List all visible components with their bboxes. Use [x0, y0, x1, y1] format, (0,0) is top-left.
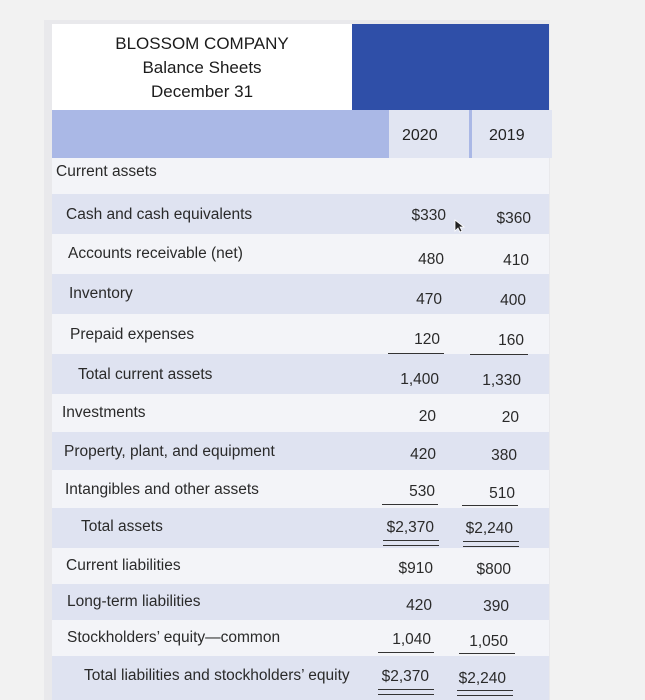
subtotal-underline: [459, 653, 515, 654]
value-2019: 510: [489, 485, 515, 502]
row-label-long-term-liabilities: Long-term liabilities: [67, 593, 201, 610]
value-2020: $910: [398, 560, 433, 577]
row-bg: [52, 354, 549, 394]
value-2019: $2,240: [465, 520, 513, 537]
total-double-underline: [383, 540, 439, 546]
title-block: BLOSSOM COMPANY Balance Sheets December …: [52, 24, 352, 110]
row-label-prepaid-expenses: Prepaid expenses: [70, 326, 195, 343]
value-2020: 1,040: [392, 631, 431, 648]
value-2020: 20: [418, 408, 436, 425]
row-label-ppe: Property, plant, and equipment: [64, 443, 275, 460]
row-label-total-liabilities-equity: Total liabilities and stockholders’ equi…: [84, 667, 350, 684]
year-2020-header: 2020: [402, 127, 438, 144]
row-label-investments: Investments: [62, 404, 146, 421]
value-2020: 1,400: [400, 371, 439, 388]
row-bg: [52, 314, 549, 354]
value-2019: $2,240: [458, 670, 506, 687]
value-2020: $2,370: [386, 519, 434, 536]
row-bg: [52, 470, 549, 508]
row-label-current-assets: Current assets: [56, 163, 157, 180]
value-2020: 420: [410, 446, 436, 463]
value-2019: 1,050: [469, 633, 508, 650]
value-2019: 410: [503, 252, 529, 269]
total-double-underline: [378, 689, 434, 695]
value-2019: 380: [491, 447, 517, 464]
subtotal-underline: [470, 354, 528, 355]
value-2020: $330: [411, 207, 446, 224]
row-bg: [52, 584, 549, 620]
row-bg: [52, 656, 549, 700]
value-2019: 400: [500, 292, 526, 309]
row-label-accounts-receivable: Accounts receivable (net): [68, 245, 243, 262]
total-double-underline: [457, 690, 513, 696]
company-name: BLOSSOM COMPANY: [115, 34, 289, 53]
row-bg: [52, 158, 549, 194]
statement-name: Balance Sheets: [142, 58, 262, 77]
value-2020: 480: [418, 251, 444, 268]
row-bg: [52, 394, 549, 432]
row-bg: [52, 194, 549, 234]
value-2020: $2,370: [381, 668, 429, 685]
statement-date: December 31: [150, 82, 254, 101]
value-2019: 160: [498, 332, 524, 349]
row-label-stockholders-equity: Stockholders’ equity—common: [67, 629, 281, 646]
row-label-total-current-assets: Total current assets: [78, 366, 213, 383]
subtotal-underline: [382, 504, 438, 505]
value-2020: 530: [409, 483, 435, 500]
subtotal-underline: [388, 353, 444, 354]
row-bg: [52, 234, 549, 274]
value-2020: 470: [416, 291, 442, 308]
row-label-intangibles: Intangibles and other assets: [65, 481, 259, 498]
subtotal-underline: [462, 505, 518, 506]
row-bg: [52, 274, 549, 314]
mouse-pointer-icon: [454, 219, 466, 233]
value-2019: 1,330: [482, 372, 521, 389]
row-bg: [52, 432, 549, 470]
value-2019: 20: [501, 409, 519, 426]
year-header-row: [52, 110, 552, 158]
row-label-current-liabilities: Current liabilities: [66, 557, 181, 574]
subtotal-underline: [378, 652, 434, 653]
row-bg: [52, 620, 549, 656]
total-double-underline: [463, 541, 519, 547]
value-2020: 420: [406, 597, 432, 614]
value-2019: $360: [496, 210, 531, 227]
row-label-inventory: Inventory: [69, 285, 133, 302]
row-label-total-assets: Total assets: [81, 518, 163, 535]
year-2019-header: 2019: [489, 127, 525, 144]
value-2019: $800: [476, 561, 511, 578]
row-bg: [52, 548, 549, 584]
value-2019: 390: [483, 598, 509, 615]
value-2020: 120: [414, 331, 440, 348]
row-label-cash: Cash and cash equivalents: [66, 206, 253, 223]
